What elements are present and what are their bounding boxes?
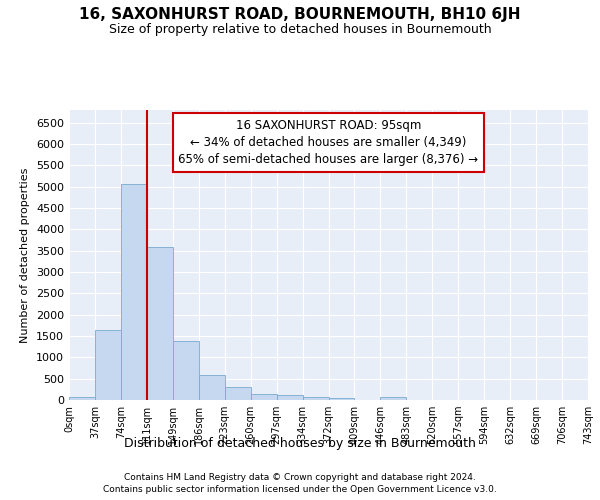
Text: Contains HM Land Registry data © Crown copyright and database right 2024.: Contains HM Land Registry data © Crown c… <box>124 472 476 482</box>
Bar <box>329 398 355 400</box>
Bar <box>121 184 147 400</box>
Bar <box>251 394 277 400</box>
Text: Size of property relative to detached houses in Bournemouth: Size of property relative to detached ho… <box>109 22 491 36</box>
Bar <box>199 376 224 400</box>
Bar <box>277 395 302 400</box>
Text: 16, SAXONHURST ROAD, BOURNEMOUTH, BH10 6JH: 16, SAXONHURST ROAD, BOURNEMOUTH, BH10 6… <box>79 8 521 22</box>
Bar <box>302 397 329 400</box>
Bar <box>380 397 406 400</box>
Bar <box>147 248 173 400</box>
Y-axis label: Number of detached properties: Number of detached properties <box>20 168 31 342</box>
Bar <box>95 330 121 400</box>
Text: Contains public sector information licensed under the Open Government Licence v3: Contains public sector information licen… <box>103 485 497 494</box>
Text: Distribution of detached houses by size in Bournemouth: Distribution of detached houses by size … <box>124 438 476 450</box>
Bar <box>173 340 199 400</box>
Bar <box>69 397 95 400</box>
Text: 16 SAXONHURST ROAD: 95sqm
← 34% of detached houses are smaller (4,349)
65% of se: 16 SAXONHURST ROAD: 95sqm ← 34% of detac… <box>178 118 479 166</box>
Bar <box>225 387 251 400</box>
